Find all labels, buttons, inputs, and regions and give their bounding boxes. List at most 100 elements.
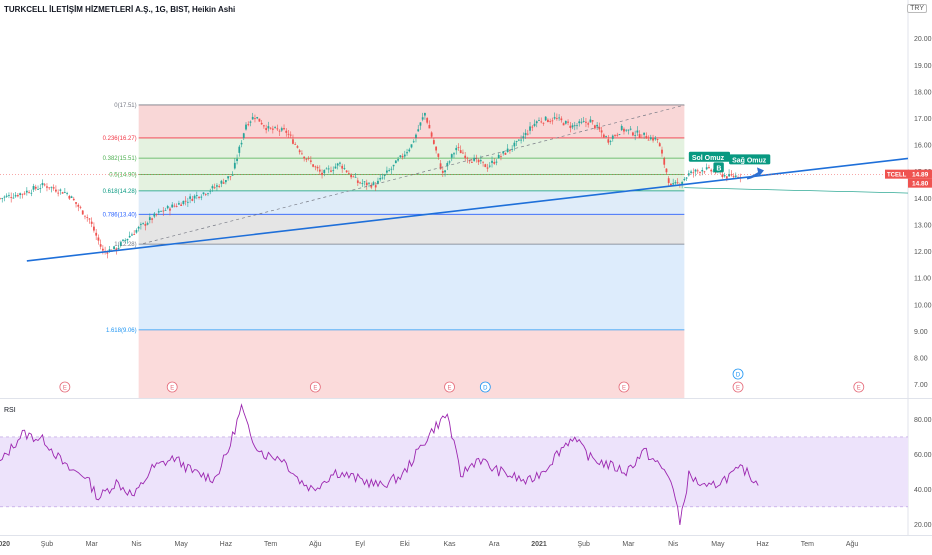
candle-body: [354, 176, 357, 178]
candle-body: [343, 168, 346, 169]
candle-body: [21, 193, 24, 195]
fib-band: [138, 244, 685, 330]
time-tick-label: Nis: [131, 541, 142, 548]
candle-body: [455, 147, 458, 151]
event-marker[interactable]: [309, 381, 321, 393]
candle-body: [81, 210, 84, 215]
candle-body: [142, 222, 145, 224]
prev-price-box: [908, 178, 932, 188]
candle-body: [28, 192, 30, 194]
candle-body: [555, 118, 558, 119]
candle-body: [520, 139, 522, 141]
candle-body: [211, 186, 214, 189]
time-tick-label: Nis: [668, 541, 679, 548]
candle-body: [625, 129, 628, 131]
candle-body: [113, 246, 115, 250]
candle-body: [392, 164, 395, 167]
candle-body: [193, 195, 196, 199]
candle-body: [160, 210, 162, 212]
candle-body: [231, 174, 234, 176]
currency-badge[interactable]: TRY: [907, 4, 927, 13]
candle-body: [620, 125, 623, 131]
fib-level-label: 0.618(14.28): [103, 189, 137, 195]
time-tick-label: Ara: [489, 541, 500, 548]
candle-body: [365, 182, 368, 186]
candle-body: [708, 167, 710, 168]
time-tick-label: Tem: [801, 541, 814, 548]
candle-body: [515, 140, 518, 142]
event-marker[interactable]: [618, 381, 630, 393]
candle-body: [394, 160, 397, 164]
candle-body: [696, 170, 699, 172]
candle-body: [332, 170, 335, 172]
candle-body: [198, 196, 200, 198]
event-marker-text: E: [622, 385, 626, 391]
candle-body: [540, 121, 543, 123]
candle-body: [401, 156, 404, 158]
price-tick-label: 12.00: [914, 249, 932, 256]
candle-body: [513, 142, 516, 147]
event-marker[interactable]: [732, 368, 744, 380]
candle-body: [388, 170, 391, 172]
candle-body: [189, 196, 191, 199]
event-marker[interactable]: [444, 381, 455, 393]
time-tick-label: Ağu: [309, 541, 322, 548]
candle-body: [356, 180, 359, 183]
candle-body: [585, 121, 587, 123]
rsi-band: [0, 436, 908, 507]
candle-body: [200, 196, 203, 198]
candle-body: [690, 171, 692, 173]
candle-body: [374, 185, 377, 188]
event-marker-text: D: [483, 385, 488, 391]
event-marker[interactable]: [853, 381, 865, 393]
fib-level-label: 1.618(9.06): [106, 328, 137, 334]
candle-body: [260, 122, 263, 125]
price-tick-label: 17.00: [914, 116, 932, 123]
candle-body: [399, 155, 402, 157]
candle-body: [72, 198, 75, 201]
candle-body: [242, 133, 245, 138]
candle-body: [424, 113, 426, 116]
candle-body: [504, 152, 507, 155]
event-marker-text: E: [313, 385, 317, 391]
candle-body: [316, 166, 319, 169]
candle-body: [218, 186, 221, 187]
event-marker[interactable]: [166, 381, 178, 393]
candle-body: [233, 162, 236, 169]
candle-body: [5, 195, 8, 197]
candle-body: [446, 163, 449, 167]
candle-body: [222, 182, 225, 184]
candle-body: [280, 128, 283, 131]
price-tick-label: 13.00: [914, 222, 932, 229]
candle-body: [151, 218, 153, 220]
candle-body: [683, 178, 686, 181]
candle-body: [88, 218, 91, 220]
candle-body: [437, 153, 440, 157]
candle-body: [623, 128, 625, 132]
time-tick-label: Haz: [220, 541, 233, 548]
candle-body: [148, 217, 151, 221]
event-marker[interactable]: [59, 381, 71, 393]
candle-body: [419, 122, 422, 126]
right-shoulder-label-box: [729, 154, 771, 165]
candle-body: [524, 132, 527, 136]
candle-body: [723, 175, 726, 177]
candle-body: [57, 192, 60, 194]
candle-body: [473, 157, 476, 161]
candle-body: [705, 167, 708, 170]
candle-body: [517, 139, 520, 141]
candle-body: [421, 117, 424, 120]
candle-body: [611, 135, 614, 139]
candle-body: [301, 153, 303, 155]
event-marker[interactable]: [732, 381, 744, 393]
candle-body: [453, 153, 455, 155]
candle-body: [571, 125, 574, 128]
price-tick-label: 9.00: [914, 329, 928, 336]
fib-band: [138, 104, 685, 138]
candle-body: [285, 130, 288, 133]
rsi-tick-label: 40.00: [914, 487, 932, 494]
candle-body: [32, 186, 35, 190]
candle-body: [549, 121, 552, 122]
event-marker[interactable]: [479, 381, 491, 393]
